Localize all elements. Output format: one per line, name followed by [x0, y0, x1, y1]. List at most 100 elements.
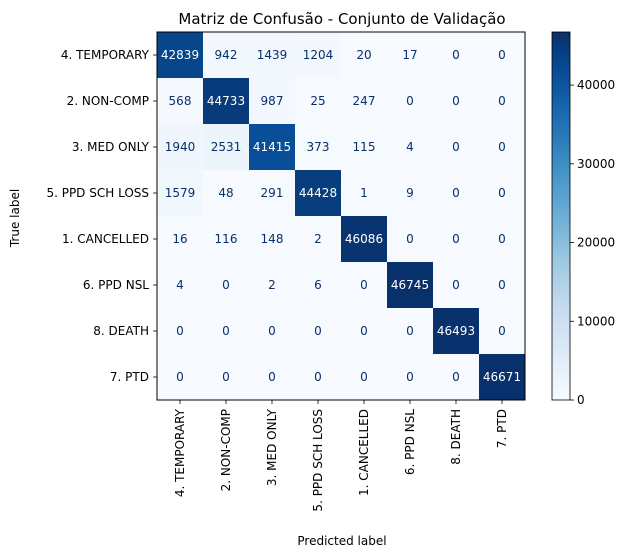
cell-value-label: 46671: [483, 370, 521, 384]
heatmap-cell: [433, 262, 480, 309]
cell-value-label: 44428: [299, 186, 337, 200]
cell-value-label: 2531: [211, 140, 242, 154]
cell-value-label: 0: [498, 278, 506, 292]
heatmap-cell: [157, 308, 204, 355]
cell-value-label: 0: [360, 370, 368, 384]
cell-value-label: 0: [360, 324, 368, 338]
heatmap-cell: [249, 78, 296, 125]
heatmap-cell: [249, 216, 296, 263]
heatmap-cell: [387, 354, 434, 401]
cell-value-label: 25: [310, 94, 325, 108]
heatmap-cell: [479, 32, 526, 79]
colorbar-tick-label: 0: [577, 393, 585, 407]
cell-value-label: 0: [222, 324, 230, 338]
cell-value-label: 115: [353, 140, 376, 154]
heatmap-cell: [249, 308, 296, 355]
cell-value-label: 0: [360, 278, 368, 292]
x-tick-label: 7. PTD: [495, 409, 509, 448]
x-ticks: 4. TEMPORARY 2. NON-COMP 3. MED ONLY 5. PPD…: [173, 400, 509, 512]
cell-value-label: 0: [176, 370, 184, 384]
heatmap-cell: [249, 354, 296, 401]
heatmap-cell: [157, 124, 204, 171]
heatmap-cell: [433, 216, 480, 263]
heatmap-cell: [341, 32, 388, 79]
colorbar-tick-label: 30000: [577, 157, 615, 171]
heatmap-cell: [341, 216, 388, 263]
cell-value-label: 4: [406, 140, 414, 154]
heatmap-cell: [341, 124, 388, 171]
heatmap-cell: [157, 216, 204, 263]
cell-value-label: 116: [215, 232, 238, 246]
heatmap-cell: [433, 124, 480, 171]
cell-value-label: 48: [218, 186, 233, 200]
cell-value-label: 0: [406, 370, 414, 384]
heatmap-cell: [249, 262, 296, 309]
heatmap-cell: [249, 170, 296, 217]
heatmap-cell: [387, 78, 434, 125]
cell-value-label: 0: [498, 140, 506, 154]
cell-value-label: 1579: [165, 186, 196, 200]
heatmap-cell: [157, 354, 204, 401]
cell-value-label: 0: [498, 48, 506, 62]
cell-value-label: 0: [406, 324, 414, 338]
cell-value-label: 0: [268, 324, 276, 338]
heatmap-cell: [479, 308, 526, 355]
cell-value-label: 0: [406, 94, 414, 108]
cell-value-label: 0: [498, 186, 506, 200]
heatmap-cell: [203, 308, 250, 355]
cell-value-label: 17: [402, 48, 417, 62]
heatmap-cell: [341, 308, 388, 355]
x-tick-label: 6. PPD NSL: [403, 409, 417, 475]
chart-title: Matriz de Confusão - Conjunto de Validaç…: [178, 10, 505, 28]
cell-value-label: 0: [452, 94, 460, 108]
heatmap-cell: [387, 308, 434, 355]
cell-value-label: 9: [406, 186, 414, 200]
cell-value-label: 0: [314, 370, 322, 384]
y-ticks: 4. TEMPORARY 2. NON-COMP 3. MED ONLY 5. PPD…: [46, 48, 157, 384]
heatmap-cell: [341, 354, 388, 401]
heatmap-cell: [479, 216, 526, 263]
heatmap-cell: [157, 32, 204, 79]
heatmap-cell: [295, 216, 342, 263]
y-tick-label: 3. MED ONLY: [72, 140, 150, 154]
y-tick-label: 7. PTD: [110, 370, 149, 384]
heatmap-cell: [157, 262, 204, 309]
heatmap-cell: [433, 308, 480, 355]
cell-value-label: 46086: [345, 232, 383, 246]
heatmap-cell: [203, 32, 250, 79]
heatmap-cell: [295, 308, 342, 355]
heatmap-cell: [387, 170, 434, 217]
cell-value-label: 2: [314, 232, 322, 246]
cell-value-label: 247: [353, 94, 376, 108]
colorbar-tick-label: 10000: [577, 314, 615, 328]
x-tick-label: 3. MED ONLY: [265, 408, 279, 486]
cell-value-label: 0: [452, 232, 460, 246]
cell-value-label: 0: [176, 324, 184, 338]
colorbar: [551, 31, 571, 401]
heatmap-cell: [203, 262, 250, 309]
heatmap-cell: [203, 124, 250, 171]
cell-value-label: 1204: [303, 48, 334, 62]
heatmap-cell: [295, 32, 342, 79]
cell-value-label: 46493: [437, 324, 475, 338]
cell-value-label: 568: [169, 94, 192, 108]
x-tick-label: 4. TEMPORARY: [173, 408, 187, 497]
cell-value-label: 20: [356, 48, 371, 62]
cell-value-label: 0: [222, 370, 230, 384]
cell-value-label: 16: [172, 232, 187, 246]
y-tick-label: 4. TEMPORARY: [61, 48, 150, 62]
heatmap-cell: [479, 170, 526, 217]
cell-value-label: 987: [261, 94, 284, 108]
x-tick-label: 8. DEATH: [449, 409, 463, 465]
heatmap-cells: [157, 32, 526, 401]
heatmap-cell: [341, 262, 388, 309]
cell-value-label: 0: [222, 278, 230, 292]
heatmap-cell: [433, 170, 480, 217]
heatmap-cell: [249, 32, 296, 79]
heatmap-cell: [479, 262, 526, 309]
y-axis-label: True label: [8, 189, 22, 248]
cell-value-label: 1: [360, 186, 368, 200]
cell-value-label: 6: [314, 278, 322, 292]
heatmap-cell: [203, 354, 250, 401]
heatmap-cell: [249, 124, 296, 171]
